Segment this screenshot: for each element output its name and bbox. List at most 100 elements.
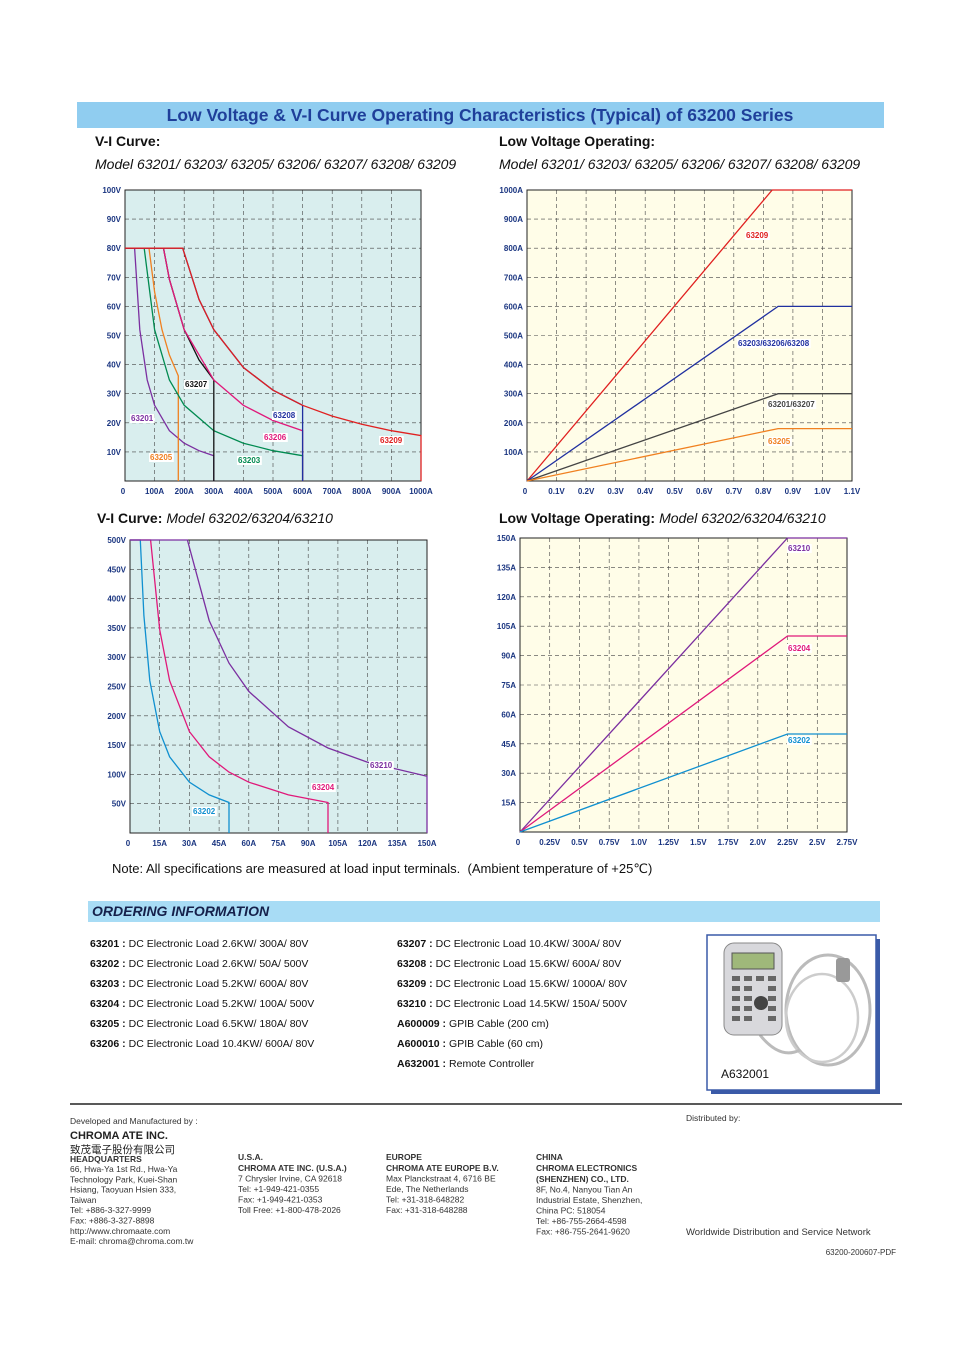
y-tick-label: 250V	[107, 683, 126, 692]
order-item: 63201 : DC Electronic Load 2.6KW/ 300A/ 8…	[90, 938, 308, 950]
hq-line: http://www.chromaate.com	[70, 1226, 170, 1236]
order-code: 63202 :	[90, 958, 126, 970]
series-label: 63209	[746, 231, 769, 240]
y-tick-label: 50V	[107, 332, 122, 341]
hq-line: Technology Park, Kuei-Shan	[70, 1174, 178, 1184]
x-tick-label: 120A	[358, 839, 377, 848]
x-tick-label: 0.6V	[696, 487, 713, 496]
order-code: 63204 :	[90, 998, 126, 1010]
x-tick-label: 1.75V	[718, 838, 740, 847]
x-tick-label: 75A	[271, 839, 286, 848]
series-label-bg	[184, 380, 209, 389]
order-text: Remote Controller	[449, 1058, 535, 1070]
office-line: Fax: +86-755-2641-9620	[536, 1227, 630, 1237]
series-label-bg	[149, 453, 174, 462]
x-tick-label: 0.1V	[548, 487, 565, 496]
chart-title: V-I Curve:	[95, 133, 160, 149]
ordering-bar	[88, 901, 880, 922]
hq-line: Tel: +886-3-327-9999	[70, 1205, 151, 1215]
x-tick-label: 500A	[263, 487, 282, 496]
chart-subtitle: Model 63202/63204/63210	[166, 510, 333, 526]
office-line: Ede, The Netherlands	[386, 1184, 469, 1194]
x-tick-label: 400A	[234, 487, 253, 496]
chart-title: Low Voltage Operating:	[499, 133, 655, 149]
y-tick-label: 1000A	[499, 186, 523, 195]
order-code: 63210 :	[397, 998, 433, 1010]
hq-line: 66, Hwa-Ya 1st Rd., Hwa-Ya	[70, 1164, 178, 1174]
series-label: 63201	[131, 414, 154, 423]
office-line: 8F, No.4, Nanyou Tian An	[536, 1185, 633, 1195]
series-label: 63205	[768, 437, 791, 446]
order-text: DC Electronic Load 5.2KW/ 100A/ 500V	[129, 998, 315, 1010]
office-line: Max Planckstraat 4, 6716 BE	[386, 1174, 496, 1184]
y-tick-label: 400A	[504, 361, 523, 370]
office-line: 7 Chrysler Irvine, CA 92618	[238, 1174, 342, 1184]
office-name: (SHENZHEN) CO., LTD.	[536, 1174, 629, 1184]
footer-dev: Developed and Manufactured by :	[70, 1116, 198, 1126]
order-item: 63204 : DC Electronic Load 5.2KW/ 100A/ 5…	[90, 998, 314, 1010]
x-tick-label: 0.9V	[785, 487, 802, 496]
office-line: Toll Free: +1-800-478-2026	[238, 1205, 341, 1215]
order-text: DC Electronic Load 2.6KW/ 300A/ 80V	[129, 938, 309, 950]
x-tick-label: 2.0V	[750, 838, 767, 847]
y-tick-label: 10V	[107, 448, 122, 457]
y-tick-label: 60V	[107, 302, 122, 311]
x-tick-label: 105A	[328, 839, 347, 848]
order-text: GPIB Cable (200 cm)	[449, 1018, 549, 1030]
y-tick-label: 500V	[107, 536, 126, 545]
y-tick-label: 150V	[107, 741, 126, 750]
x-tick-label: 0.4V	[637, 487, 654, 496]
chart-title-text: V-I Curve:	[97, 510, 162, 526]
series-line	[526, 189, 852, 482]
order-item: A600010 : GPIB Cable (60 cm)	[397, 1038, 543, 1050]
x-tick-label: 2.75V	[837, 838, 859, 847]
series-line	[519, 635, 847, 833]
office-region: U.S.A.	[238, 1152, 263, 1162]
order-code: 63203 :	[90, 978, 126, 990]
office-line: China PC: 518054	[536, 1206, 606, 1216]
y-tick-label: 150A	[497, 534, 516, 543]
y-tick-label: 45A	[501, 740, 516, 749]
order-item: A632001 : Remote Controller	[397, 1058, 535, 1070]
order-code: A632001 :	[397, 1058, 446, 1070]
order-item: 63206 : DC Electronic Load 10.4KW/ 600A/ …	[90, 1038, 314, 1050]
office-region: EUROPE	[386, 1152, 422, 1162]
series-line	[526, 305, 852, 482]
office-line: Fax: +1-949-421-0353	[238, 1195, 323, 1205]
series-label: 63209	[380, 436, 403, 445]
y-tick-label: 90V	[107, 215, 122, 224]
footer-company-cn: 致茂電子股份有限公司	[70, 1143, 175, 1156]
y-tick-label: 75A	[501, 681, 516, 690]
order-code: A600009 :	[397, 1018, 446, 1030]
hq-line: Taiwan	[70, 1195, 97, 1205]
x-tick-label: 0.7V	[726, 487, 743, 496]
x-tick-label: 600A	[293, 487, 312, 496]
y-tick-label: 20V	[107, 419, 122, 428]
chart-subtitle: Model 63202/63204/63210	[659, 510, 826, 526]
y-tick-label: 100V	[102, 186, 121, 195]
footer-doc-id: 63200-200607-PDF	[826, 1248, 896, 1257]
x-tick-label: 0	[523, 487, 528, 496]
order-text: DC Electronic Load 5.2KW/ 600A/ 80V	[129, 978, 309, 990]
x-tick-label: 0	[121, 487, 126, 496]
series-line	[125, 247, 304, 481]
office-name: CHROMA ATE EUROPE B.V.	[386, 1163, 499, 1173]
series-label-bg	[787, 544, 812, 553]
x-tick-label: 0	[126, 839, 131, 848]
chart-subtitle: Model 63201/ 63203/ 63205/ 63206/ 63207/…	[95, 156, 456, 172]
y-tick-label: 80V	[107, 244, 122, 253]
y-tick-label: 120A	[497, 593, 516, 602]
series-label-bg	[737, 339, 811, 348]
x-tick-label: 1.0V	[814, 487, 831, 496]
order-text: DC Electronic Load 6.5KW/ 180A/ 80V	[129, 1018, 309, 1030]
series-label: 63203/63206/63208	[738, 339, 810, 348]
x-tick-label: 100A	[145, 487, 164, 496]
series-label-bg	[272, 411, 297, 420]
series-label-bg	[379, 436, 404, 445]
y-tick-label: 105A	[497, 622, 516, 631]
office-name: CHROMA ELECTRONICS	[536, 1163, 638, 1173]
series-label-bg	[767, 437, 792, 446]
header-title: Low Voltage & V-I Curve Operating Charac…	[167, 105, 794, 125]
office-line: Tel: +86-755-2664-4598	[536, 1216, 627, 1226]
series-line	[519, 537, 847, 833]
